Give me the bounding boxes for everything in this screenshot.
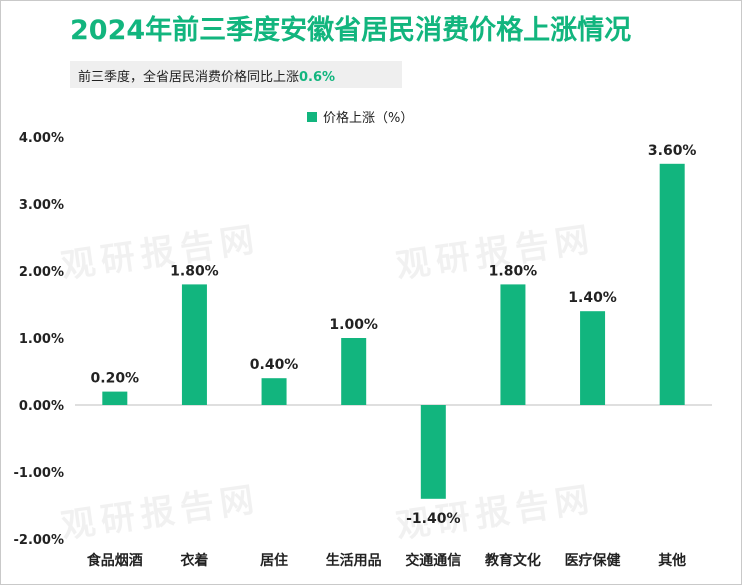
legend-swatch [307, 111, 317, 122]
category-label: 生活用品 [326, 552, 382, 569]
category-label: 居住 [260, 552, 288, 569]
bar-data-label: 1.80% [489, 263, 538, 279]
subtitle: 前三季度，全省居民消费价格同比上涨0.6% [78, 66, 335, 85]
category-label: 医疗保健 [565, 552, 621, 569]
bar [420, 405, 446, 499]
bar-data-label: 3.60% [648, 143, 697, 159]
bar [580, 311, 606, 405]
bar [500, 284, 526, 405]
legend: 价格上涨（%） [307, 107, 413, 126]
legend-label: 价格上涨（%） [323, 111, 414, 126]
category-label: 教育文化 [485, 552, 541, 569]
category-label: 其他 [658, 552, 686, 569]
y-tick-label: -1.00% [14, 466, 65, 481]
bar [102, 391, 128, 405]
y-tick-label: 4.00% [19, 131, 64, 146]
subtitle-text: 前三季度，全省居民消费价格同比上涨 [78, 70, 300, 85]
category-label: 交通通信 [405, 552, 461, 569]
bar [341, 338, 367, 405]
y-tick-label: 3.00% [19, 198, 64, 213]
bar-data-label: 1.80% [170, 263, 219, 279]
category-label: 衣着 [180, 552, 208, 569]
bar-data-label: 0.40% [250, 357, 299, 373]
subtitle-box: 前三季度，全省居民消费价格同比上涨0.6% [70, 61, 402, 88]
category-label: 食品烟酒 [87, 552, 143, 569]
chart-title: 2024年前三季度安徽省居民消费价格上涨情况 [70, 15, 632, 46]
bar-data-label: -1.40% [406, 511, 460, 527]
bar [261, 378, 287, 405]
bar-data-label: 1.00% [329, 317, 378, 333]
y-tick-label: 0.00% [19, 399, 64, 414]
bar [181, 284, 207, 405]
subtitle-value: 0.6% [299, 70, 336, 85]
bar-data-label: 1.40% [568, 290, 617, 306]
y-tick-label: 1.00% [19, 332, 64, 347]
bar [659, 163, 685, 405]
y-tick-label: -2.00% [14, 533, 65, 548]
bar-data-label: 0.20% [91, 371, 140, 387]
y-tick-label: 2.00% [19, 265, 64, 280]
